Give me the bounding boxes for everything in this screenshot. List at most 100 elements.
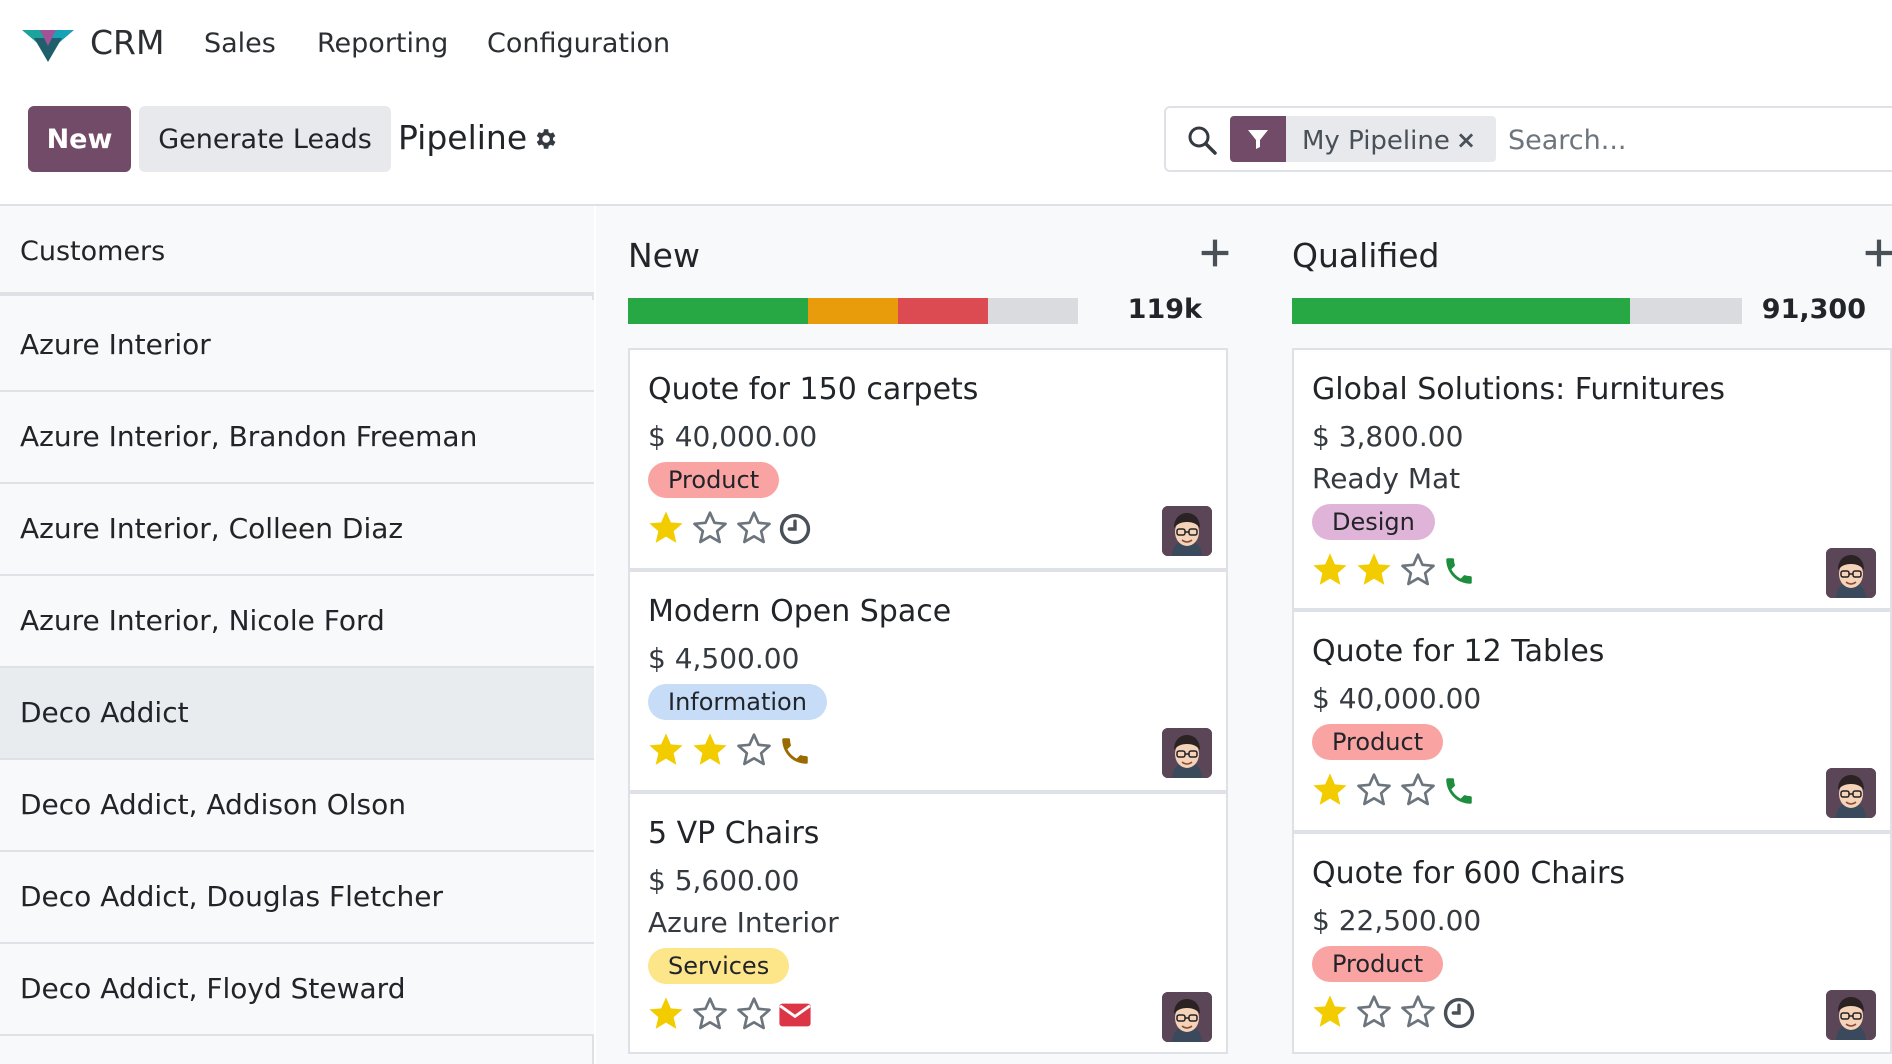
column-title[interactable]: Qualified	[1292, 236, 1440, 275]
sidebar-item-label: Deco Addict, Addison Olson	[20, 788, 407, 821]
kanban-card[interactable]: Quote for 150 carpets $ 40,000.00 Product	[628, 348, 1228, 570]
sidebar-item[interactable]: Azure Interior, Brandon Freeman	[0, 392, 594, 484]
sidebar-item[interactable]: Deco Addict, Floyd Steward	[0, 944, 594, 1036]
priority-stars[interactable]	[646, 730, 774, 774]
kanban-card[interactable]: Quote for 600 Chairs $ 22,500.00 Product	[1292, 832, 1892, 1054]
star-empty-icon[interactable]	[1354, 770, 1394, 814]
gear-icon[interactable]	[532, 126, 558, 152]
card-tag: Design	[1312, 504, 1435, 540]
sidebar-item[interactable]: Deco Addict, Addison Olson	[0, 760, 594, 852]
filter-icon	[1230, 116, 1286, 162]
sidebar-item[interactable]: Deco Addict, Douglas Fletcher	[0, 852, 594, 944]
star-filled-icon[interactable]	[1354, 550, 1394, 594]
star-empty-icon[interactable]	[1398, 550, 1438, 594]
star-filled-icon[interactable]	[690, 730, 730, 774]
star-empty-icon[interactable]	[690, 508, 730, 552]
clock-icon[interactable]	[1442, 996, 1476, 1030]
priority-stars[interactable]	[1310, 770, 1438, 814]
kanban-column-qualified: Qualified 91,300 Global Solutions: Furnitu…	[1260, 206, 1892, 1064]
card-partner: Ready Mat	[1312, 462, 1461, 495]
sidebar-item-label: Azure Interior	[20, 328, 211, 361]
star-filled-icon[interactable]	[646, 994, 686, 1038]
sidebar-item-label: Deco Addict, Floyd Steward	[20, 972, 406, 1005]
star-empty-icon[interactable]	[734, 730, 774, 774]
phone-icon[interactable]	[778, 734, 812, 768]
crm-logo-icon[interactable]	[20, 24, 76, 64]
plus-icon[interactable]	[1200, 238, 1230, 268]
search-bar[interactable]: My Pipeline ×	[1164, 106, 1892, 172]
column-progress-bar[interactable]	[628, 298, 1078, 324]
card-tag: Product	[648, 462, 780, 498]
priority-stars[interactable]	[646, 508, 774, 552]
avatar[interactable]	[1826, 990, 1876, 1040]
facet-label: My Pipeline	[1302, 126, 1450, 156]
kanban-board: New 119k Quote for 150 carpets $ 40,000.00 P…	[596, 206, 1892, 1064]
phone-icon[interactable]	[1442, 774, 1476, 808]
card-title: Quote for 12 Tables	[1312, 634, 1605, 669]
priority-stars[interactable]	[646, 994, 774, 1038]
search-facet-my-pipeline[interactable]: My Pipeline ×	[1230, 116, 1496, 162]
sidebar-item[interactable]: Azure Interior	[0, 300, 594, 392]
plus-icon[interactable]	[1864, 238, 1892, 268]
kanban-card[interactable]: Quote for 12 Tables $ 40,000.00 Product	[1292, 610, 1892, 832]
priority-stars[interactable]	[1310, 992, 1438, 1036]
menu-sales[interactable]: Sales	[204, 28, 276, 59]
sidebar-item[interactable]: Azure Interior, Nicole Ford	[0, 576, 594, 668]
menu-reporting[interactable]: Reporting	[317, 28, 449, 59]
card-amount: $ 40,000.00	[648, 420, 818, 453]
progress-segment-green[interactable]	[628, 298, 808, 324]
column-total: 119k	[1127, 294, 1202, 325]
card-amount: $ 4,500.00	[648, 642, 800, 675]
sidebar-list: Azure Interior Azure Interior, Brandon Fr…	[0, 300, 594, 1036]
star-empty-icon[interactable]	[1398, 992, 1438, 1036]
avatar[interactable]	[1826, 548, 1876, 598]
star-filled-icon[interactable]	[1310, 550, 1350, 594]
sidebar-item-label: Azure Interior, Nicole Ford	[20, 604, 385, 637]
search-icon[interactable]	[1186, 124, 1218, 156]
kanban-column-new: New 119k Quote for 150 carpets $ 40,000.00 P…	[596, 206, 1229, 1064]
card-title: Global Solutions: Furnitures	[1312, 372, 1726, 407]
column-progress-bar[interactable]	[1292, 298, 1742, 324]
avatar[interactable]	[1162, 506, 1212, 556]
sidebar-item[interactable]: Azure Interior, Colleen Diaz	[0, 484, 594, 576]
card-amount: $ 5,600.00	[648, 864, 800, 897]
avatar[interactable]	[1162, 992, 1212, 1042]
progress-segment-orange[interactable]	[808, 298, 898, 324]
envelope-icon[interactable]	[778, 998, 812, 1032]
search-input[interactable]	[1508, 120, 1888, 160]
progress-segment-red[interactable]	[898, 298, 988, 324]
star-empty-icon[interactable]	[1354, 992, 1394, 1036]
priority-stars[interactable]	[1310, 550, 1438, 594]
star-empty-icon[interactable]	[690, 994, 730, 1038]
sidebar-item-label: Deco Addict	[20, 696, 189, 729]
star-filled-icon[interactable]	[646, 730, 686, 774]
new-button[interactable]: New	[28, 106, 131, 172]
card-tag: Product	[1312, 724, 1444, 760]
generate-leads-button[interactable]: Generate Leads	[139, 106, 391, 172]
phone-icon[interactable]	[1442, 554, 1476, 588]
kanban-card[interactable]: Modern Open Space $ 4,500.00 Information	[628, 570, 1228, 792]
card-tag: Product	[1312, 946, 1444, 982]
progress-segment-green[interactable]	[1292, 298, 1630, 324]
app-name[interactable]: CRM	[90, 23, 165, 62]
avatar[interactable]	[1162, 728, 1212, 778]
facet-close-icon[interactable]: ×	[1456, 126, 1477, 154]
star-empty-icon[interactable]	[734, 994, 774, 1038]
sidebar-header: Customers	[0, 206, 594, 296]
clock-icon[interactable]	[778, 512, 812, 546]
menu-configuration[interactable]: Configuration	[487, 28, 671, 59]
kanban-card[interactable]: Global Solutions: Furnitures $ 3,800.00 Re…	[1292, 348, 1892, 610]
star-filled-icon[interactable]	[646, 508, 686, 552]
star-empty-icon[interactable]	[734, 508, 774, 552]
avatar[interactable]	[1826, 768, 1876, 818]
sidebar-item-label: Azure Interior, Colleen Diaz	[20, 512, 404, 545]
star-filled-icon[interactable]	[1310, 992, 1350, 1036]
card-amount: $ 22,500.00	[1312, 904, 1482, 937]
kanban-card[interactable]: 5 VP Chairs $ 5,600.00 Azure Interior Servi…	[628, 792, 1228, 1054]
star-empty-icon[interactable]	[1398, 770, 1438, 814]
sidebar: Customers Azure Interior Azure Interior, …	[0, 206, 594, 1064]
sidebar-item[interactable]: Deco Addict	[0, 668, 594, 760]
card-amount: $ 40,000.00	[1312, 682, 1482, 715]
star-filled-icon[interactable]	[1310, 770, 1350, 814]
column-title[interactable]: New	[628, 236, 700, 275]
